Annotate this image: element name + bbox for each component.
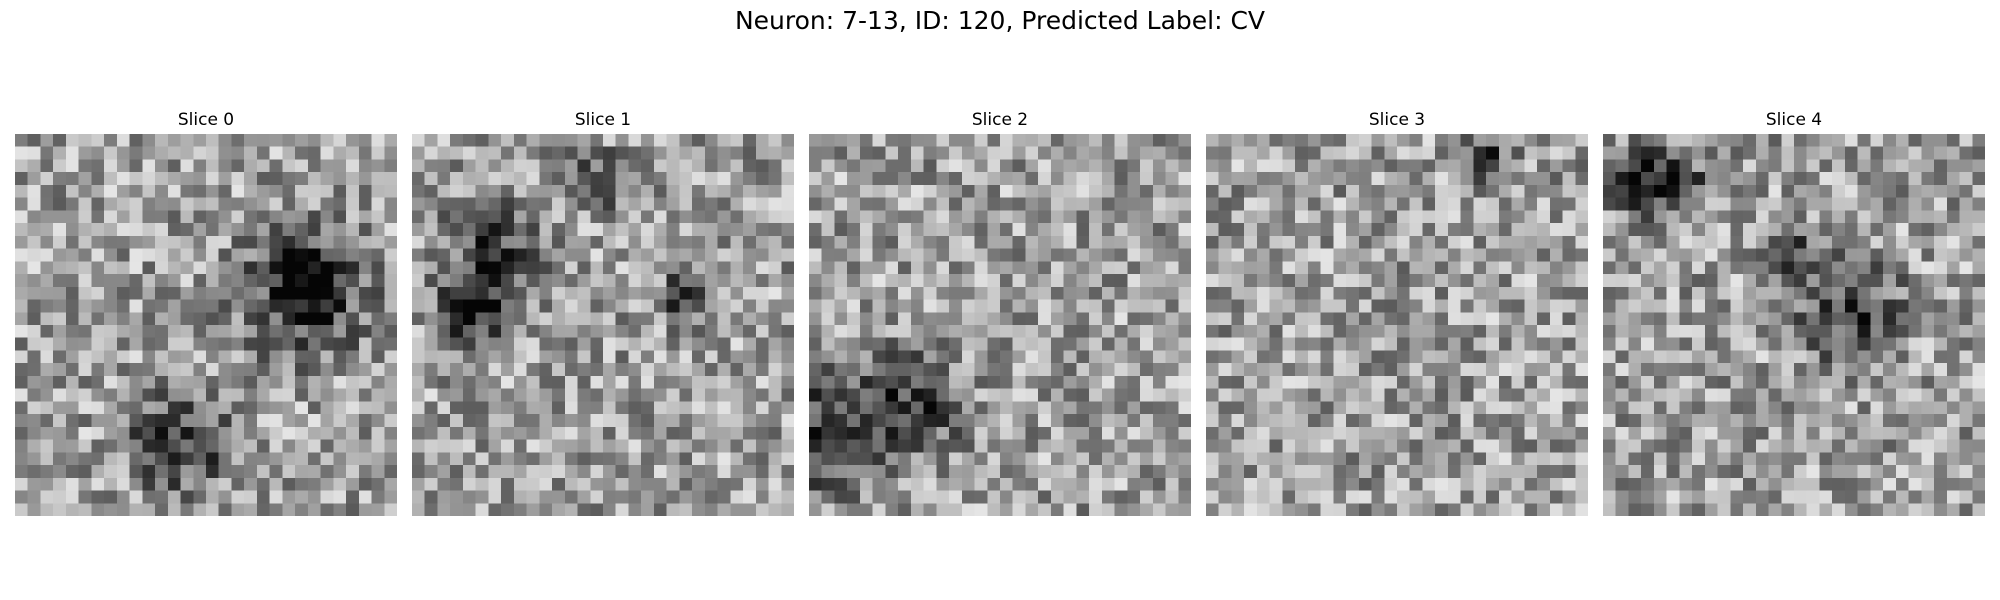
slice-title: Slice 1: [574, 110, 632, 130]
slice-panel-0: Slice 0: [15, 108, 397, 516]
slice-image: [1206, 134, 1588, 516]
slice-image: [412, 134, 794, 516]
slice-panel-2: Slice 2: [809, 108, 1191, 516]
slice-panel-3: Slice 3: [1206, 108, 1588, 516]
slice-panel-1: Slice 1: [412, 108, 794, 516]
slice-image: [1603, 134, 1985, 516]
slice-image: [15, 134, 397, 516]
slice-image: [809, 134, 1191, 516]
slice-title: Slice 2: [971, 110, 1029, 130]
slice-title: Slice 3: [1368, 110, 1426, 130]
slice-title: Slice 0: [177, 110, 235, 130]
figure-title: Neuron: 7-13, ID: 120, Predicted Label: …: [734, 6, 1266, 35]
slice-panel-4: Slice 4: [1603, 108, 1985, 516]
slice-title: Slice 4: [1765, 110, 1823, 130]
